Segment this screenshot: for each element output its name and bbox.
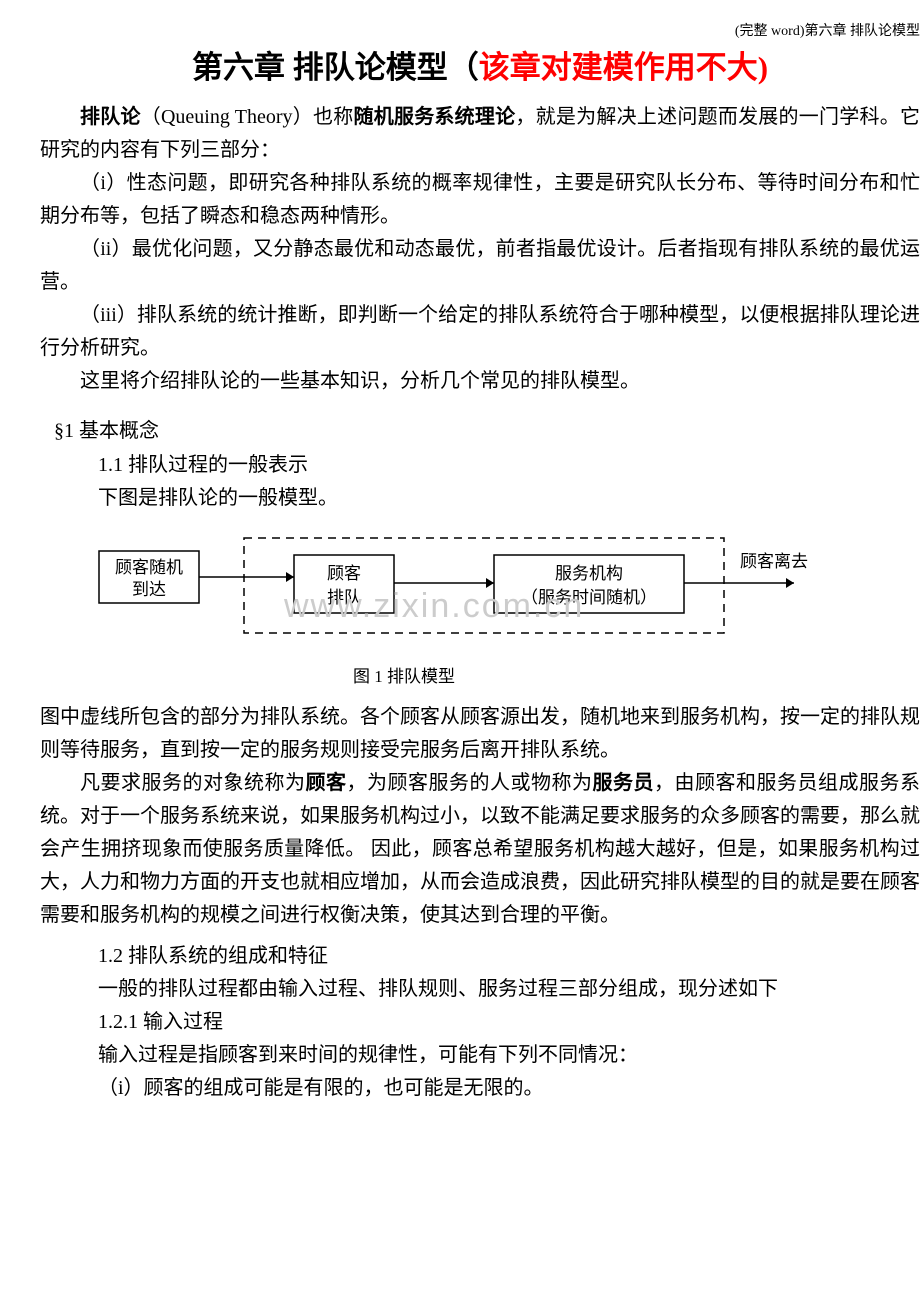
intro-bold2: 随机服务系统理论 [353, 106, 515, 128]
section-1-2-heading: 1.2 排队系统的组成和特征 [98, 940, 920, 973]
intro-p5: 这里将介绍排队论的一些基本知识，分析几个常见的排队模型。 [40, 365, 920, 398]
title-black: 第六章 排队论模型（ [192, 50, 479, 85]
svg-text:服务机构: 服务机构 [555, 564, 623, 583]
section-1-heading: §1 基本概念 [54, 414, 920, 443]
intro-p3: （ii）最优化问题，又分静态最优和动态最优，前者指最优设计。后者指现有排队系统的… [40, 233, 920, 299]
section-1-2-1-p2: （i）顾客的组成可能是有限的，也可能是无限的。 [98, 1072, 920, 1105]
figure-1: 顾客随机 到达 顾客 排队 服务机构 （服务时间随机） [94, 533, 920, 687]
intro-bold1: 排队论 [80, 106, 141, 128]
header-note: (完整 word)第六章 排队论模型 [40, 20, 920, 40]
svg-text:到达: 到达 [132, 580, 166, 599]
svg-text:顾客随机: 顾客随机 [115, 558, 183, 577]
afterfig-p1: 图中虚线所包含的部分为排队系统。各个顾客从顾客源出发，随机地来到服务机构，按一定… [40, 701, 920, 767]
section-1-2-desc: 一般的排队过程都由输入过程、排队规则、服务过程三部分组成，现分述如下 [98, 973, 920, 1006]
figure-1-caption: 图 1 排队模型 [94, 662, 714, 687]
afterfig-p2: 凡要求服务的对象统称为顾客，为顾客服务的人或物称为服务员，由顾客和服务员组成服务… [40, 767, 920, 932]
intro-p4: （iii）排队系统的统计推断，即判断一个给定的排队系统符合于哪种模型，以便根据排… [40, 299, 920, 365]
svg-text:（服务时间随机）: （服务时间随机） [521, 588, 657, 607]
svg-text:顾客: 顾客 [327, 564, 361, 583]
intro-p1: 排队论（Queuing Theory）也称随机服务系统理论，就是为解决上述问题而… [40, 101, 920, 167]
section-1-1-desc: 下图是排队论的一般模型。 [98, 482, 920, 515]
section-1-2-1-heading: 1.2.1 输入过程 [98, 1006, 920, 1039]
section-1-2-1-p1: 输入过程是指顾客到来时间的规律性，可能有下列不同情况： [98, 1039, 920, 1072]
page-title: 第六章 排队论模型（该章对建模作用不大) [40, 42, 920, 87]
intro-p2: （i）性态问题，即研究各种排队系统的概率规律性，主要是研究队长分布、等待时间分布… [40, 167, 920, 233]
svg-text:顾客离去: 顾客离去 [740, 552, 808, 571]
title-red: 该章对建模作用不大) [479, 50, 768, 85]
queue-diagram: 顾客随机 到达 顾客 排队 服务机构 （服务时间随机） [94, 533, 814, 653]
svg-text:排队: 排队 [327, 588, 361, 607]
section-1-1-heading: 1.1 排队过程的一般表示 [98, 449, 920, 482]
